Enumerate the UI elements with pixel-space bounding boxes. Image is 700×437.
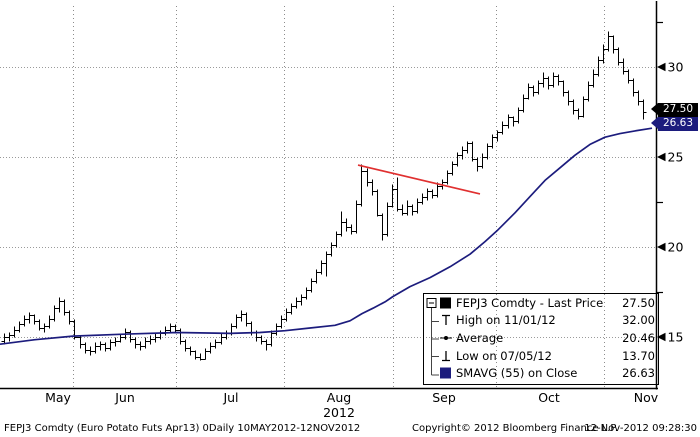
badge-arrow-icon: [651, 117, 658, 129]
smavg-square-icon: [439, 366, 456, 380]
legend-row-smavg: SMAVG (55) on Close 26.63: [439, 364, 658, 382]
legend-label: High on 11/01/12: [456, 313, 556, 328]
last-price-square-icon: [439, 296, 456, 310]
footer-copyright: Copyright© 2012 Bloomberg Finance L.P.: [412, 423, 619, 434]
average-marker-icon: [439, 331, 456, 345]
legend-collapse-icon[interactable]: [426, 298, 437, 308]
gridlines: [0, 6, 656, 388]
legend-label: FEPJ3 Comdty - Last Price: [456, 295, 604, 310]
y-axis-tick-label: 15: [668, 329, 684, 344]
x-axis-year-label: 2012: [323, 405, 355, 420]
legend-value: 32.00: [622, 313, 655, 328]
y-axis-tick-arrow-icon: [657, 62, 666, 72]
smavg-badge-value: 26.63: [662, 117, 694, 129]
chart-legend[interactable]: FEPJ3 Comdty - Last Price 27.50 High on …: [423, 293, 659, 385]
status-bar: FEPJ3 Comdty (Euro Potato Futs Apr13) 0D…: [0, 423, 700, 437]
x-axis-month-label: Aug: [327, 390, 351, 405]
y-axis-tick-arrow-icon: [657, 242, 666, 252]
y-axis-tick-label: 20: [668, 239, 684, 254]
x-axis-month-label: May: [45, 390, 71, 405]
x-axis-month-label: Jul: [222, 390, 238, 405]
last-price-badge-value: 27.50: [662, 103, 694, 115]
legend-value: 13.70: [622, 348, 655, 363]
badge-arrow-icon: [651, 103, 658, 115]
axes: [0, 1, 658, 390]
x-axis-month-label: Nov: [634, 390, 659, 405]
footer-timestamp: 12-Nov-2012 09:28:30: [584, 423, 697, 434]
high-marker-icon: [439, 313, 456, 327]
y-axis: 15 20 25 30: [657, 59, 683, 344]
y-axis-tick-arrow-icon: [657, 332, 666, 342]
legend-tree: [426, 298, 439, 376]
ohlc-bars: [1, 31, 647, 361]
x-axis-month-label: Jun: [114, 390, 135, 405]
legend-label: Average: [456, 330, 504, 345]
last-price-badge: 27.50: [651, 103, 698, 117]
legend-row-low: Low on 07/05/12 13.70: [439, 347, 658, 365]
x-axis-month-label: Sep: [432, 390, 456, 405]
legend-label: Low on 07/05/12: [456, 348, 552, 363]
y-axis-tick-label: 25: [668, 149, 684, 164]
footer-description: FEPJ3 Comdty (Euro Potato Futs Apr13) 0D…: [4, 423, 361, 434]
legend-value: 26.63: [622, 366, 655, 381]
y-axis-tick-label: 30: [668, 59, 684, 74]
legend-row-last-price: FEPJ3 Comdty - Last Price 27.50: [439, 294, 658, 312]
legend-row-average: Average 20.46: [439, 329, 658, 347]
legend-value: 27.50: [622, 295, 655, 310]
legend-row-high: High on 11/01/12 32.00: [439, 312, 658, 330]
x-axis-month-label: Oct: [538, 390, 560, 405]
legend-value: 20.46: [622, 330, 655, 345]
smavg-price-badge: 26.63: [651, 117, 698, 131]
low-marker-icon: [439, 349, 456, 363]
x-axis: May Jun Jul Aug Sep Oct Nov: [45, 390, 659, 405]
smavg-line: [0, 127, 653, 346]
trendline-annotation[interactable]: [357, 164, 481, 195]
legend-label: SMAVG (55) on Close: [456, 366, 578, 381]
y-axis-tick-arrow-icon: [657, 152, 666, 162]
